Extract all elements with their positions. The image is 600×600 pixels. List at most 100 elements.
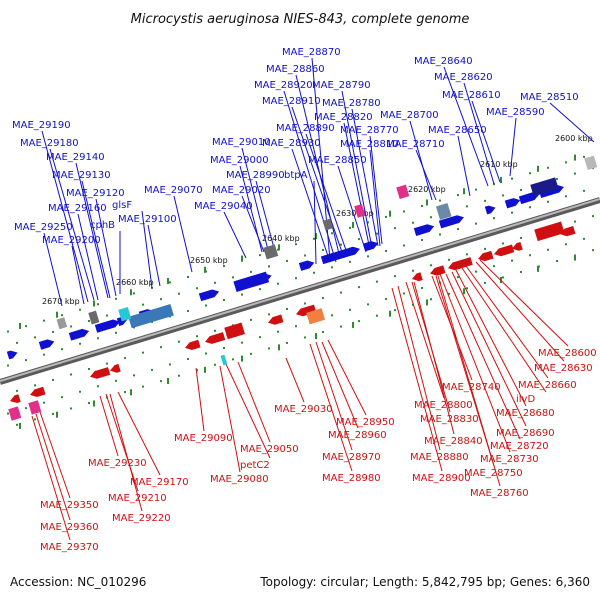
reverse-gene-shape bbox=[185, 339, 201, 350]
callout-line bbox=[71, 245, 85, 305]
tick-dot bbox=[259, 288, 261, 291]
callout-line bbox=[343, 122, 371, 251]
tick-dot bbox=[52, 330, 54, 333]
tick-dot bbox=[430, 264, 432, 267]
reverse-gene bbox=[512, 241, 523, 251]
reverse-gene bbox=[30, 386, 46, 397]
gene-label: MAE_29090 bbox=[174, 433, 233, 444]
tick-dot bbox=[79, 390, 81, 393]
gene-label: MAE_28690 bbox=[496, 428, 555, 439]
tick-dot bbox=[394, 309, 396, 312]
tick-dot bbox=[97, 303, 99, 306]
tick-dot bbox=[448, 258, 450, 261]
tick-mark bbox=[93, 300, 95, 307]
tick-dot bbox=[124, 357, 126, 360]
gene-label: MAE_29200 bbox=[42, 235, 101, 246]
callout-line bbox=[445, 273, 521, 440]
tick-dot bbox=[133, 374, 135, 377]
tick-dot bbox=[277, 282, 279, 285]
gene-label: MAE_28710 bbox=[386, 139, 445, 150]
tick-dot bbox=[529, 206, 531, 209]
gene-label: MAE_29100 bbox=[118, 214, 177, 225]
callout-line bbox=[391, 287, 443, 472]
tick-dot bbox=[286, 307, 288, 310]
grey-block-shape bbox=[263, 244, 279, 260]
tick-dot bbox=[160, 298, 162, 301]
gene-label: btpA bbox=[284, 170, 308, 181]
tick-dot bbox=[16, 341, 18, 344]
tick-dot bbox=[115, 379, 117, 382]
callout-line bbox=[81, 180, 111, 299]
tick-dot bbox=[16, 423, 18, 426]
reverse-gene bbox=[560, 225, 576, 237]
tick-dot bbox=[313, 237, 315, 240]
tick-dot bbox=[358, 320, 360, 323]
tick-dot bbox=[52, 378, 54, 381]
tick-dot bbox=[277, 330, 279, 333]
forward-block-shape bbox=[233, 271, 270, 292]
tick-dot bbox=[169, 363, 171, 366]
forward-gene-shape bbox=[362, 241, 379, 252]
tick-mark bbox=[463, 288, 465, 295]
tick-dot bbox=[457, 276, 459, 279]
tick-dot bbox=[565, 195, 567, 198]
tick-dot bbox=[331, 314, 333, 317]
backbone-highlight bbox=[0, 198, 600, 382]
reverse-gene-shape bbox=[268, 314, 284, 325]
callout-line bbox=[315, 341, 353, 451]
tick-dot bbox=[583, 189, 585, 192]
scale-label: 2600 kbp bbox=[555, 134, 593, 143]
tick-dot bbox=[214, 329, 216, 332]
tick-dot bbox=[484, 199, 486, 202]
tick-dot bbox=[511, 259, 513, 262]
tick-dot bbox=[304, 254, 306, 257]
tick-dot bbox=[268, 313, 270, 316]
tick-dot bbox=[88, 320, 90, 323]
tick-mark bbox=[537, 265, 539, 272]
tick-mark bbox=[537, 165, 539, 172]
cyan-block-shape bbox=[118, 306, 132, 322]
tick-dot bbox=[70, 407, 72, 410]
callout-line bbox=[237, 361, 271, 443]
tick-dot bbox=[25, 407, 27, 410]
gene-label: MAE_29050 bbox=[240, 444, 299, 455]
tick-dot bbox=[160, 380, 162, 383]
tick-dot bbox=[349, 308, 351, 311]
callout-line bbox=[105, 393, 139, 492]
grey-block bbox=[322, 218, 334, 231]
grey-block bbox=[584, 155, 598, 170]
callout-line bbox=[283, 90, 337, 263]
callout-line bbox=[147, 224, 161, 287]
cyan-block bbox=[118, 306, 132, 322]
tick-dot bbox=[331, 232, 333, 235]
gene-label: MAE_28610 bbox=[442, 90, 501, 101]
tick-dot bbox=[340, 243, 342, 246]
callout-line bbox=[471, 100, 501, 183]
tick-dot bbox=[70, 325, 72, 328]
callout-line bbox=[415, 149, 437, 201]
tick-dot bbox=[367, 303, 369, 306]
scale-label: 2620 kbp bbox=[408, 185, 446, 194]
reverse-gene-shape bbox=[90, 367, 111, 379]
forward-block-shape bbox=[128, 304, 174, 329]
tick-dot bbox=[385, 215, 387, 218]
tick-mark bbox=[278, 344, 280, 351]
callout-line bbox=[413, 281, 455, 435]
tick-dot bbox=[412, 221, 414, 224]
gene-label: MAE_28600 bbox=[538, 348, 597, 359]
gene-label: MAE_29350 bbox=[40, 500, 99, 511]
gene-label: MAE_29170 bbox=[130, 477, 189, 488]
tick-dot bbox=[394, 275, 396, 278]
pink-block bbox=[396, 184, 410, 200]
tick-dot bbox=[241, 293, 243, 296]
tick-dot bbox=[511, 211, 513, 214]
tick-dot bbox=[331, 266, 333, 269]
forward-gene bbox=[504, 198, 521, 209]
tick-mark bbox=[241, 355, 243, 362]
gene-label: MAE_28730 bbox=[480, 454, 539, 465]
grey-block bbox=[88, 310, 100, 325]
callout-line bbox=[75, 162, 109, 299]
gene-label: cphB bbox=[90, 220, 115, 231]
tick-dot bbox=[439, 233, 441, 236]
